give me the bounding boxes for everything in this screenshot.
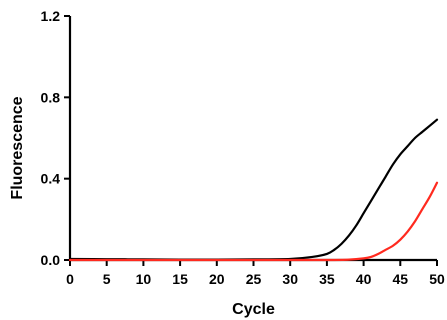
series-line-1 (68, 118, 439, 261)
y-tick-label: 0.0 (41, 252, 61, 268)
x-tick-label: 15 (172, 271, 188, 287)
y-tick-label: 0.8 (41, 89, 61, 105)
y-tick-label: 1.2 (41, 8, 61, 24)
x-tick-label: 20 (209, 271, 225, 287)
x-tick-label: 5 (103, 271, 111, 287)
x-tick-label: 50 (429, 271, 445, 287)
y-axis-title: Fluorescence (9, 96, 26, 199)
series-group (68, 118, 439, 262)
y-tick-label: 0.4 (41, 171, 61, 187)
x-tick-label: 40 (356, 271, 372, 287)
x-tick-label: 0 (66, 271, 74, 287)
x-tick-label: 25 (246, 271, 262, 287)
x-tick-label: 45 (393, 271, 409, 287)
axes-group: 0.0 0.4 0.8 1.2 0 5 10 15 20 25 30 35 40 45 50 (41, 8, 445, 287)
x-axis-title: Cycle (232, 301, 275, 318)
x-tick-label: 10 (136, 271, 152, 287)
series-line-2 (68, 181, 439, 262)
x-tick-label: 35 (319, 271, 335, 287)
x-tick-label: 30 (282, 271, 298, 287)
